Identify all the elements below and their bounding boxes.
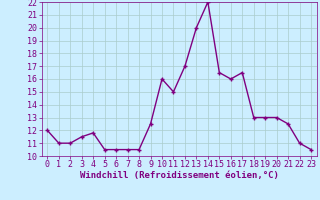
X-axis label: Windchill (Refroidissement éolien,°C): Windchill (Refroidissement éolien,°C) bbox=[80, 171, 279, 180]
